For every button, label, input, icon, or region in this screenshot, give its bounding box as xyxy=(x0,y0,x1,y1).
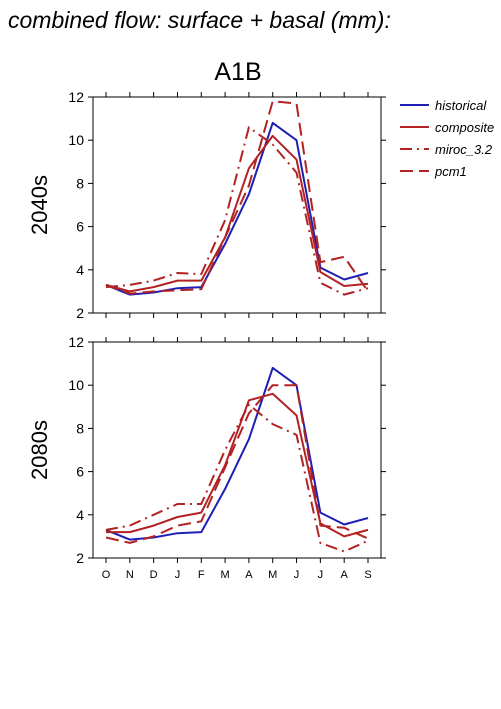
y-tick-label: 6 xyxy=(76,219,84,235)
plot-frame xyxy=(92,96,382,314)
x-tick-label: J xyxy=(318,569,324,581)
x-tick-label: A xyxy=(341,569,349,581)
legend-label-composite: composite xyxy=(435,120,494,135)
legend-label-miroc-3-2: miroc_3.2 xyxy=(435,142,493,157)
y-tick-label: 12 xyxy=(68,334,84,350)
x-tick-label: M xyxy=(268,569,277,581)
y-tick-label: 10 xyxy=(68,132,84,148)
figure-title: combined flow: surface + basal (mm): xyxy=(8,7,391,33)
series-line-historical xyxy=(105,121,369,296)
series-line-pcm1 xyxy=(105,100,369,295)
legend-label-historical: historical xyxy=(435,98,487,113)
series-line-pcm1 xyxy=(105,384,369,544)
series-line-historical xyxy=(105,366,369,541)
legend: historical composite miroc_3.2 pcm1 xyxy=(400,98,494,179)
x-tick-label: F xyxy=(198,569,205,581)
plot-frame xyxy=(92,341,382,559)
y-tick-label: 8 xyxy=(76,175,84,191)
legend-label-pcm1: pcm1 xyxy=(434,164,467,179)
series-line-miroc-3-2 xyxy=(105,126,369,296)
x-tick-label: A xyxy=(245,569,253,581)
x-tick-label: S xyxy=(364,569,371,581)
y-tick-label: 2 xyxy=(76,305,84,321)
chart-panel-2: 2 4 6 8 10 12 O N D J F M A M J J A S 2080s xyxy=(27,334,386,581)
series-line-miroc-3-2 xyxy=(105,403,369,553)
x-tick-label: M xyxy=(221,569,230,581)
chart-panel-1: 2 4 6 8 10 12 2040s xyxy=(27,89,386,321)
y-tick-label: 4 xyxy=(76,507,84,523)
y-tick-label: 6 xyxy=(76,464,84,480)
y-tick-label: 8 xyxy=(76,420,84,436)
y-axis-label: 2040s xyxy=(27,175,52,235)
x-tick-label: J xyxy=(175,569,181,581)
y-tick-label: 12 xyxy=(68,89,84,105)
series-line-composite xyxy=(105,134,369,293)
x-tick-label: J xyxy=(294,569,300,581)
y-axis-label: 2080s xyxy=(27,420,52,480)
x-tick-label: D xyxy=(150,569,158,581)
y-tick-label: 2 xyxy=(76,550,84,566)
y-tick-label: 4 xyxy=(76,262,84,278)
x-tick-label: O xyxy=(102,569,111,581)
x-tick-label: N xyxy=(126,569,134,581)
scenario-title: A1B xyxy=(214,58,261,86)
y-tick-label: 10 xyxy=(68,377,84,393)
